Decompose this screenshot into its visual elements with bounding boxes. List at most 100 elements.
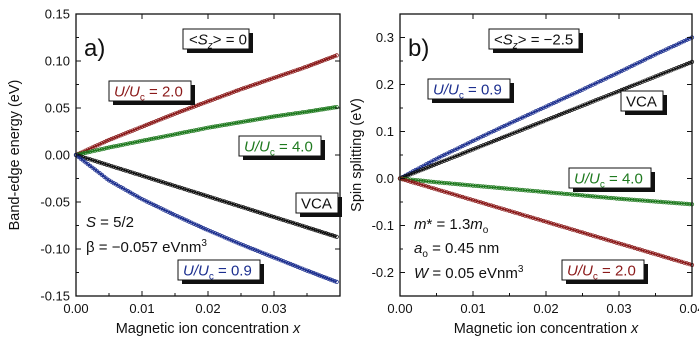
data-point: [288, 70, 293, 75]
data-point: [517, 187, 523, 192]
data-point: [491, 185, 496, 190]
data-point: [184, 218, 189, 223]
data-point: [606, 195, 611, 200]
panel-a-series-markers: [73, 152, 339, 239]
data-point: [486, 202, 491, 207]
data-point: [180, 186, 185, 191]
data-point: [627, 244, 632, 249]
data-point: [629, 245, 635, 250]
data-point: [295, 111, 300, 116]
panel-b-label-blue: U/Uc = 0.9: [427, 78, 514, 103]
data-point: [614, 196, 619, 201]
data-point: [317, 59, 322, 64]
data-point: [668, 256, 674, 261]
data-point: [229, 201, 234, 206]
data-point: [473, 146, 478, 151]
data-point: [661, 254, 666, 259]
data-point: [238, 204, 244, 209]
data-point: [170, 112, 175, 117]
data-point: [684, 261, 689, 266]
data-point: [671, 257, 676, 262]
data-point: [285, 71, 291, 76]
data-point: [285, 219, 291, 224]
data-point: [189, 189, 194, 194]
data-point: [201, 101, 206, 106]
data-point: [577, 193, 583, 198]
data-point: [293, 221, 298, 226]
data-point: [434, 180, 439, 185]
data-point: [243, 85, 248, 90]
data-point: [85, 150, 90, 155]
data-point: [241, 243, 246, 248]
data-point: [645, 77, 650, 82]
panel-a-ticks: 0.00 0.01 0.02 0.03 -0.15 -0.10 -0.05 0.00 0.05 0…: [40, 7, 340, 316]
data-point: [144, 175, 149, 180]
panel-b-label-red: U/Uc = 2.0: [561, 259, 648, 284]
data-point: [502, 207, 507, 212]
data-point: [234, 240, 239, 245]
panel-a-label-vca: VCA: [295, 192, 342, 217]
data-point: [564, 191, 570, 197]
data-point: [290, 111, 295, 116]
data-point: [575, 228, 580, 234]
data-point: [128, 169, 133, 175]
data-point: [546, 190, 551, 195]
data-point: [111, 164, 116, 169]
data-point: [512, 130, 517, 135]
data-point: [619, 196, 624, 201]
data-point: [234, 120, 239, 126]
data-point: [321, 58, 327, 63]
data-point: [585, 232, 590, 237]
data-point: [248, 118, 253, 123]
data-point: [187, 106, 192, 111]
data-point: [236, 88, 241, 93]
data-point: [549, 190, 554, 195]
data-point: [208, 195, 213, 200]
data-point: [554, 222, 559, 227]
panel-b-label-green: U/Uc = 4.0: [568, 167, 655, 192]
data-point: [121, 132, 126, 137]
data-point: [267, 253, 272, 258]
data-point: [297, 265, 302, 270]
data-point: [463, 182, 468, 187]
data-point: [321, 230, 327, 235]
data-point: [332, 105, 337, 110]
data-point: [227, 200, 232, 206]
data-point: [416, 181, 421, 186]
panel-b-ylabel: Spin splitting (eV): [349, 98, 365, 212]
data-point: [213, 124, 218, 129]
data-point: [125, 141, 131, 146]
data-point: [297, 110, 302, 115]
data-point: [504, 133, 509, 138]
data-point: [429, 179, 434, 184]
data-point: [168, 133, 173, 138]
data-point: [220, 123, 225, 128]
data-point: [632, 245, 637, 251]
data-point: [139, 197, 145, 202]
data-point: [165, 181, 170, 186]
data-point: [276, 74, 281, 79]
data-point: [489, 185, 494, 190]
data-point: [494, 205, 499, 210]
data-point: [504, 186, 509, 191]
data-point: [538, 218, 543, 223]
data-point: [637, 247, 643, 252]
data-point: [278, 73, 284, 78]
data-point: [281, 217, 286, 223]
data-point: [486, 184, 491, 190]
data-point: [442, 158, 447, 163]
data-point: [517, 128, 523, 133]
data-point: [543, 190, 549, 195]
data-point: [311, 270, 316, 276]
data-point: [208, 98, 213, 103]
data-point: [530, 215, 536, 220]
data-point: [246, 118, 251, 124]
data-point: [90, 158, 95, 163]
data-point: [300, 66, 305, 71]
data-point: [156, 135, 161, 140]
data-point: [439, 188, 444, 193]
data-point: [507, 186, 512, 191]
data-point: [465, 196, 470, 201]
data-point: [666, 200, 671, 205]
data-point: [109, 164, 114, 169]
